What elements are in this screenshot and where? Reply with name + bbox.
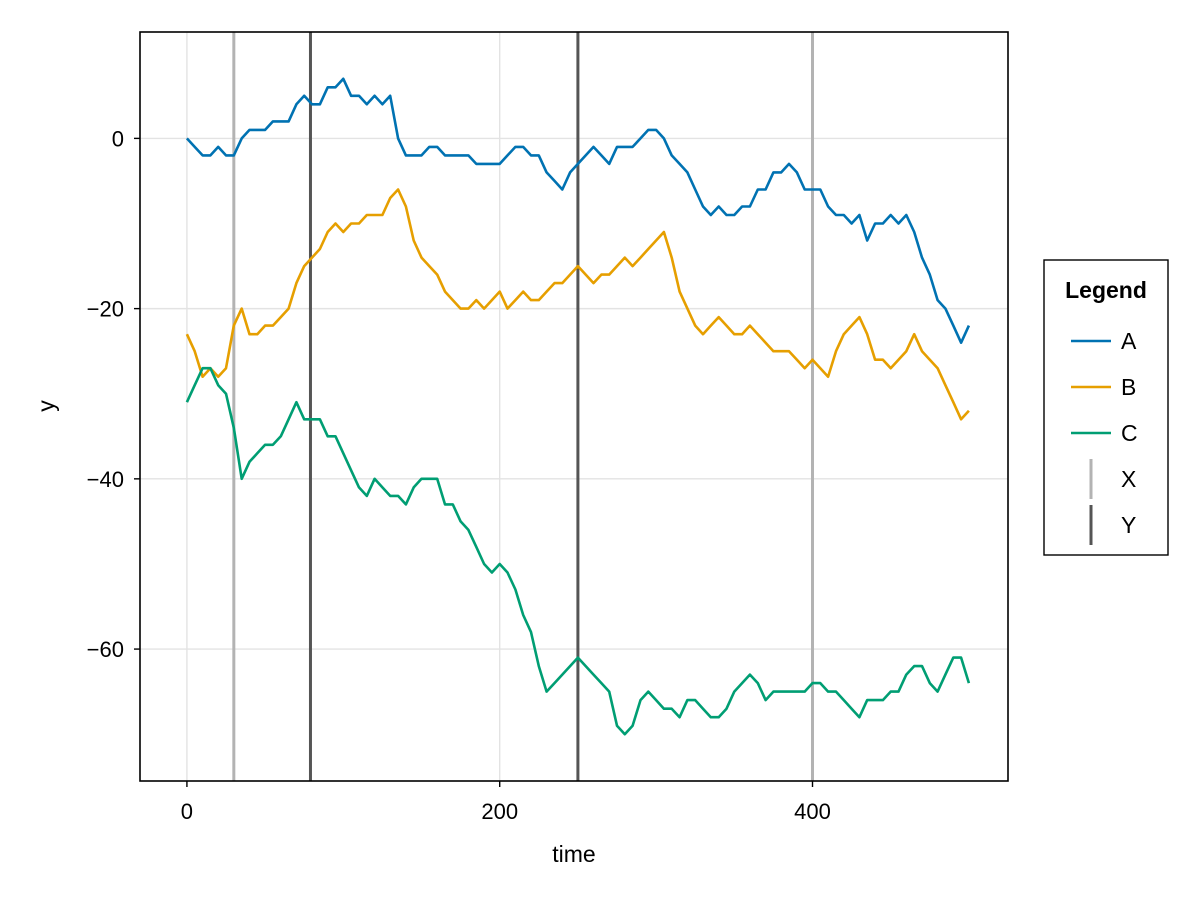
plot-frame [139,31,1009,782]
y-tick-label-2: −40 [87,467,124,492]
legend-title: Legend [1065,277,1147,303]
y-tick-label-0: 0 [112,126,124,151]
y-tick-label-1: −20 [87,297,124,322]
y-axis-label: y [33,400,59,412]
x-tick-label-2: 400 [794,799,831,824]
x-axis-ticks: 0 200 400 [181,781,831,824]
legend-box [1043,259,1169,556]
series-line-a [185,77,971,344]
data-series [185,77,971,736]
series-line-b [185,188,970,421]
legend-label-c: C [1121,420,1138,446]
legend-label-b: B [1121,374,1136,400]
series-line-c [185,366,971,736]
legend-label-a: A [1121,328,1137,354]
x-tick-label-0: 0 [181,799,193,824]
legend-label-y: Y [1121,512,1136,538]
x-tick-label-1: 200 [481,799,518,824]
y-axis-ticks: 0 −20 −40 −60 [87,126,140,662]
y-tick-label-3: −60 [87,637,124,662]
legend-label-x: X [1121,466,1136,492]
vertical-reference-lines [232,32,815,781]
x-axis-label: time [552,841,595,867]
